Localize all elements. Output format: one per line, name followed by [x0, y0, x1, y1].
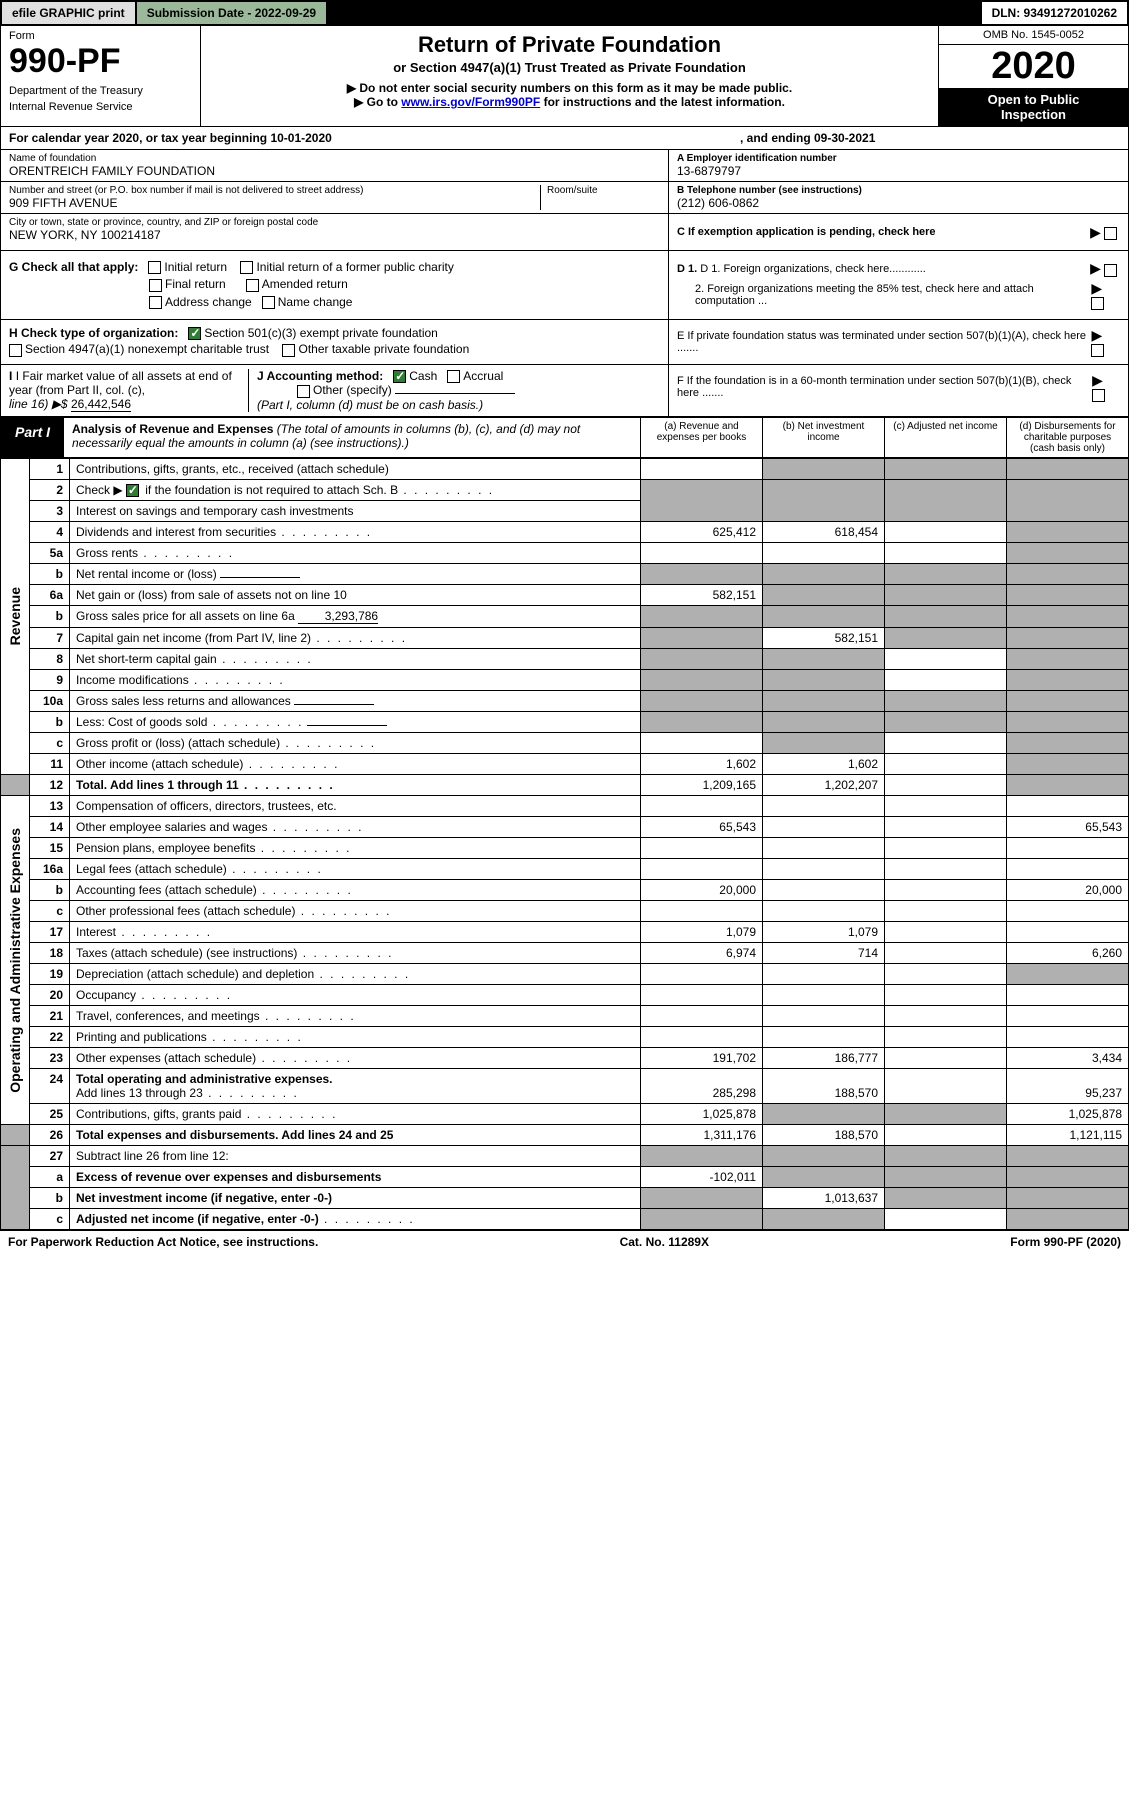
city-label: City or town, state or province, country…: [9, 217, 660, 228]
j-note: (Part I, column (d) must be on cash basi…: [257, 398, 483, 412]
foundation-name-label: Name of foundation: [9, 153, 660, 164]
ein-value: 13-6879797: [677, 164, 1120, 178]
dept-treasury: Department of the Treasury: [9, 85, 192, 97]
501c3-checkbox[interactable]: [188, 327, 201, 340]
part-i-header: Part I Analysis of Revenue and Expenses …: [0, 417, 1129, 458]
g-label: G Check all that apply:: [9, 260, 138, 274]
ij-block: I I Fair market value of all assets at e…: [0, 365, 1129, 417]
page-footer: For Paperwork Reduction Act Notice, see …: [0, 1230, 1129, 1253]
schb-checkbox[interactable]: [126, 484, 139, 497]
col-c-header: (c) Adjusted net income: [884, 418, 1006, 457]
foreign-85-checkbox[interactable]: [1091, 297, 1104, 310]
hij-block: H Check type of organization: Section 50…: [0, 320, 1129, 365]
f-label: F If the foundation is in a 60-month ter…: [677, 375, 1092, 399]
initial-return-checkbox[interactable]: [148, 261, 161, 274]
part-i-table: Revenue 1Contributions, gifts, grants, e…: [0, 458, 1129, 1230]
form-label: Form: [9, 30, 192, 42]
footer-form: Form 990-PF (2020): [1010, 1235, 1121, 1249]
e-label: E If private foundation status was termi…: [677, 330, 1091, 354]
footer-catalog: Cat. No. 11289X: [620, 1235, 709, 1249]
h-label: H Check type of organization:: [9, 326, 178, 340]
part-i-title: Analysis of Revenue and Expenses: [72, 422, 273, 436]
form990pf-link[interactable]: www.irs.gov/Form990PF: [401, 95, 540, 109]
dln-label: DLN: 93491272010262: [982, 2, 1127, 24]
efile-print-button[interactable]: efile GRAPHIC print: [2, 2, 137, 24]
d1-label: D 1. D 1. Foreign organizations, check h…: [677, 263, 926, 275]
dept-irs: Internal Revenue Service: [9, 101, 192, 113]
room-label: Room/suite: [547, 185, 660, 196]
footer-left: For Paperwork Reduction Act Notice, see …: [8, 1235, 318, 1249]
submission-date-label: Submission Date - 2022-09-29: [137, 2, 328, 24]
address-value: 909 FIFTH AVENUE: [9, 196, 540, 210]
spacer: [328, 2, 981, 24]
ein-label: A Employer identification number: [677, 153, 1120, 164]
foundation-name: ORENTREICH FAMILY FOUNDATION: [9, 164, 660, 178]
meta-block: Name of foundation ORENTREICH FAMILY FOU…: [0, 150, 1129, 251]
i-label: I I Fair market value of all assets at e…: [9, 369, 232, 397]
d2-label: 2. Foreign organizations meeting the 85%…: [677, 283, 1091, 307]
col-d-header: (d) Disbursements for charitable purpose…: [1006, 418, 1128, 457]
form-note2: ▶ Go to www.irs.gov/Form990PF for instru…: [211, 95, 928, 109]
amended-return-checkbox[interactable]: [246, 279, 259, 292]
form-note1: ▶ Do not enter social security numbers o…: [211, 81, 928, 95]
name-change-checkbox[interactable]: [262, 296, 275, 309]
4947a1-checkbox[interactable]: [9, 344, 22, 357]
status-terminated-checkbox[interactable]: [1091, 344, 1104, 357]
topbar: efile GRAPHIC print Submission Date - 20…: [0, 0, 1129, 26]
omb-number: OMB No. 1545-0052: [939, 26, 1128, 45]
other-taxable-checkbox[interactable]: [282, 344, 295, 357]
expenses-side-label: Operating and Administrative Expenses: [7, 828, 23, 1093]
form-header: Form 990-PF Department of the Treasury I…: [0, 26, 1129, 127]
revenue-side-label: Revenue: [7, 587, 23, 645]
initial-return-former-checkbox[interactable]: [240, 261, 253, 274]
form-subtitle: or Section 4947(a)(1) Trust Treated as P…: [211, 60, 928, 75]
form-title: Return of Private Foundation: [211, 32, 928, 58]
exemption-pending-checkbox[interactable]: [1104, 227, 1117, 240]
col-b-header: (b) Net investment income: [762, 418, 884, 457]
fmv-value: 26,442,546: [71, 397, 131, 412]
calendar-year-row: For calendar year 2020, or tax year begi…: [0, 127, 1129, 150]
address-label: Number and street (or P.O. box number if…: [9, 185, 540, 196]
cash-checkbox[interactable]: [393, 370, 406, 383]
checks-block: G Check all that apply: Initial return I…: [0, 251, 1129, 320]
telephone-value: (212) 606-0862: [677, 196, 1120, 210]
foreign-org-checkbox[interactable]: [1104, 264, 1117, 277]
part-i-label: Part I: [1, 418, 64, 457]
col-a-header: (a) Revenue and expenses per books: [640, 418, 762, 457]
tax-year: 2020: [939, 45, 1128, 88]
final-return-checkbox[interactable]: [149, 279, 162, 292]
address-change-checkbox[interactable]: [149, 296, 162, 309]
form-number: 990-PF: [9, 42, 192, 81]
telephone-label: B Telephone number (see instructions): [677, 185, 1120, 196]
open-to-public: Open to PublicInspection: [939, 88, 1128, 126]
60-month-checkbox[interactable]: [1092, 389, 1105, 402]
j-label: J Accounting method:: [257, 369, 383, 383]
other-method-checkbox[interactable]: [297, 385, 310, 398]
city-value: NEW YORK, NY 100214187: [9, 228, 660, 242]
exemption-pending-label: C If exemption application is pending, c…: [677, 226, 936, 238]
accrual-checkbox[interactable]: [447, 370, 460, 383]
